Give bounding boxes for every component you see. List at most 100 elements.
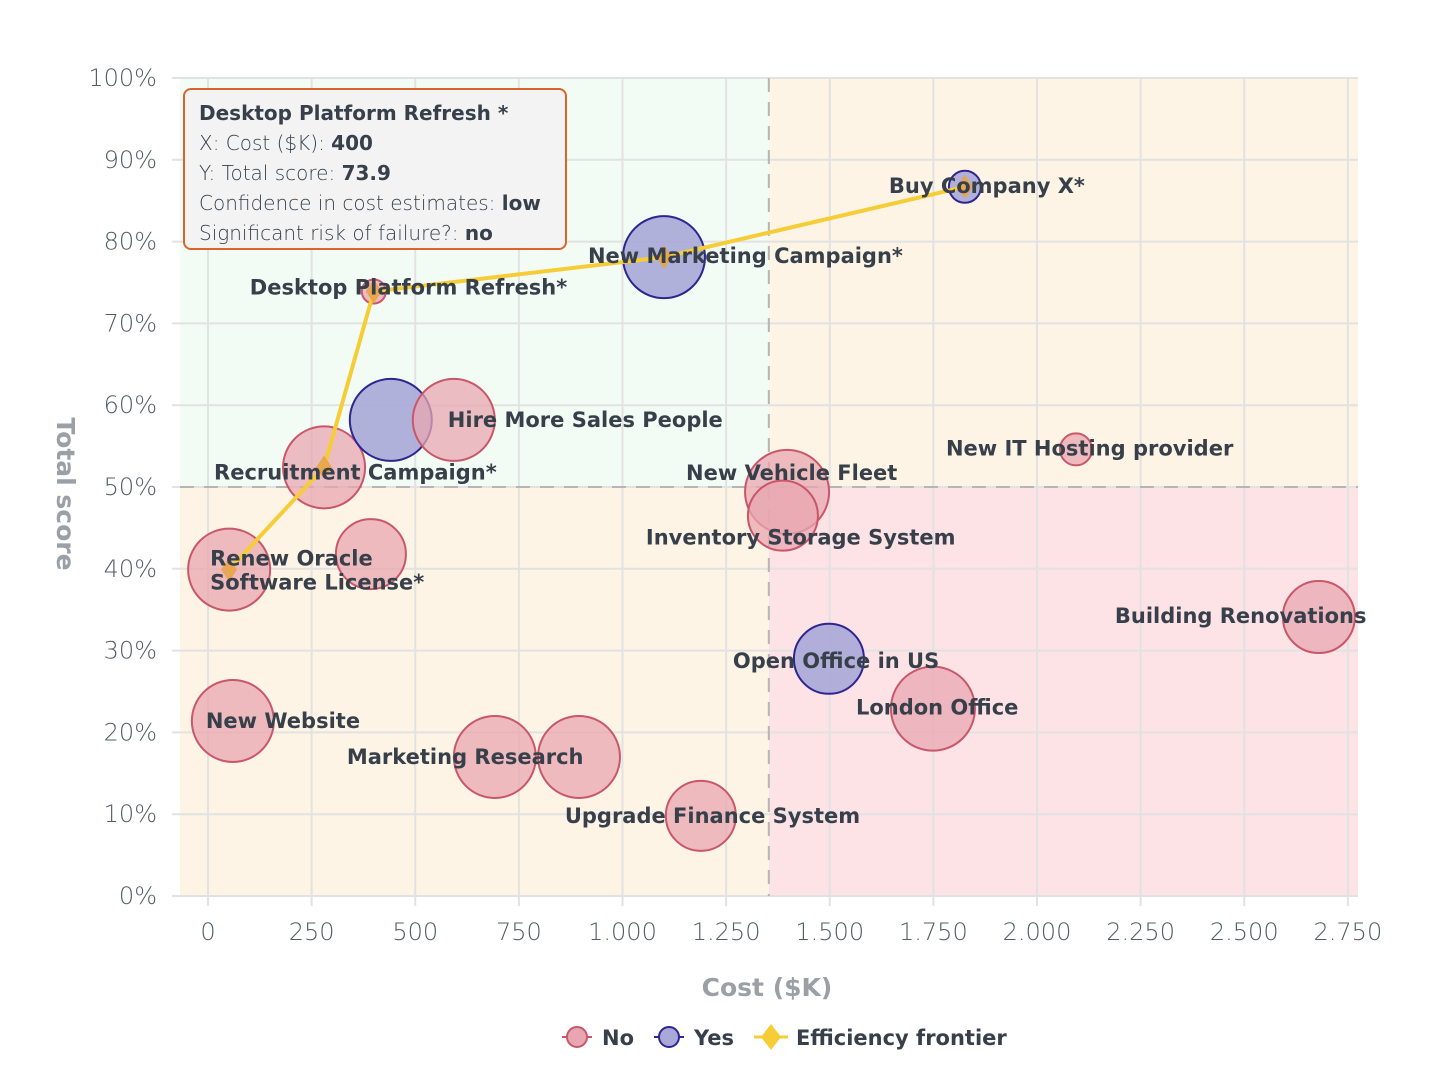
tooltip: Desktop Platform Refresh * X: Cost ($K):…: [183, 88, 567, 250]
point-label-line: Hire More Sales People: [448, 408, 723, 432]
x-tick-label: 2.000: [1003, 918, 1072, 946]
point-label: New Marketing Campaign*: [588, 244, 903, 268]
frontier-marker: [365, 279, 382, 304]
legend: No Yes Efficiency frontier: [562, 1024, 1007, 1050]
tooltip-title: Desktop Platform Refresh *: [199, 101, 509, 125]
bubble: [190, 678, 275, 763]
tooltip-risk-value: no: [464, 221, 493, 245]
tooltip-y-value: 73.9: [341, 161, 391, 185]
y-tick-label: 60%: [104, 391, 157, 419]
frontier-marker: [316, 455, 333, 480]
frontier-marker: [221, 557, 238, 582]
y-axis-title: Total score: [51, 417, 80, 570]
x-tick-label: 1.250: [692, 918, 761, 946]
point-label-line: Building Renovations: [1115, 604, 1367, 628]
x-tick-label: 2.250: [1106, 918, 1175, 946]
point-label: London Office: [856, 696, 1018, 720]
point-label-line: New Vehicle Fleet: [686, 461, 897, 485]
x-tick-label: 500: [392, 918, 438, 946]
point-label-line: Recruitment Campaign*: [214, 460, 497, 484]
tooltip-x: X: Cost ($K): 400: [199, 128, 551, 158]
x-tick-label: 250: [289, 918, 335, 946]
tooltip-confidence-value: low: [501, 191, 541, 215]
legend-frontier-marker: [761, 1024, 781, 1050]
point-label-line: Open Office in US: [733, 649, 939, 673]
point-label-line: New Marketing Campaign*: [588, 244, 903, 268]
point-label-line: Marketing Research: [347, 745, 584, 769]
x-tick-label: 0: [200, 918, 215, 946]
y-tick-label: 90%: [104, 146, 157, 174]
point-label: Desktop Platform Refresh*: [250, 275, 567, 299]
point-label-line: Renew Oracle: [210, 547, 373, 571]
tooltip-confidence-label: Confidence in cost estimates:: [199, 191, 502, 215]
x-axis-title: Cost ($K): [702, 973, 833, 1002]
frontier-marker: [956, 174, 973, 199]
y-tick-label: 40%: [104, 555, 157, 583]
x-tick-label: 1.000: [588, 918, 657, 946]
legend-no-marker: [566, 1026, 588, 1048]
y-tick-label: 0%: [119, 882, 157, 910]
point-label: Inventory Storage System: [646, 526, 956, 550]
tooltip-x-value: 400: [331, 131, 373, 155]
tooltip-y: Y: Total score: 73.9: [199, 158, 551, 188]
tooltip-y-label: Y: Total score:: [199, 161, 342, 185]
legend-no-label: No: [602, 1026, 634, 1050]
y-axis-ticks: 0% 10% 20% 30% 40% 50% 60% 70% 80% 90% 100%: [88, 64, 157, 910]
point-label-line: London Office: [856, 696, 1018, 720]
y-tick-label: 10%: [104, 800, 157, 828]
bubble: [452, 714, 537, 799]
x-tick-label: 2.750: [1314, 918, 1383, 946]
point-label: Renew Oracle Software License*: [210, 547, 424, 595]
y-tick-label: 20%: [104, 718, 157, 746]
point-label: Marketing Research: [347, 745, 584, 769]
bubble: [1281, 580, 1356, 655]
bubble: [334, 518, 407, 591]
point-label: Hire More Sales People: [448, 408, 723, 432]
efficiency-frontier: [221, 174, 973, 582]
bubble: [664, 779, 737, 852]
point-label: Upgrade Finance System: [565, 804, 860, 828]
bubble: [536, 714, 621, 799]
point-label-line: Desktop Platform Refresh*: [250, 275, 567, 299]
point-label-line: Inventory Storage System: [646, 526, 956, 550]
point-label: New Website: [206, 709, 360, 733]
bubble: [1058, 432, 1093, 467]
point-label: Building Renovations: [1115, 604, 1367, 628]
bubble: [792, 622, 865, 695]
point-label-line: New Website: [206, 709, 360, 733]
frontier-marker: [655, 245, 672, 270]
y-tick-label: 70%: [104, 309, 157, 337]
point-label-line: New IT Hosting provider: [946, 436, 1234, 460]
point-label: New Vehicle Fleet: [686, 461, 897, 485]
point-label-line: Buy Company X*: [889, 174, 1085, 198]
quadrant-top-right: [768, 78, 1358, 487]
bubble: [746, 479, 819, 552]
tooltip-risk-label: Significant risk of failure?:: [199, 221, 465, 245]
quadrant-bottom-right: [768, 487, 1358, 896]
bubble: [411, 377, 496, 462]
point-label: Buy Company X*: [889, 174, 1085, 198]
tooltip-confidence: Confidence in cost estimates: low: [199, 188, 551, 218]
x-tick-label: 1.750: [899, 918, 968, 946]
x-tick-label: 2.500: [1210, 918, 1279, 946]
legend-frontier-label: Efficiency frontier: [796, 1026, 1007, 1050]
point-label: Open Office in US: [733, 649, 939, 673]
point-label-line: Upgrade Finance System: [565, 804, 860, 828]
legend-yes-marker: [658, 1026, 680, 1048]
x-tick-label: 1.500: [795, 918, 864, 946]
y-tick-label: 100%: [88, 64, 157, 92]
legend-yes-label: Yes: [693, 1026, 734, 1050]
x-axis-ticks: 0 250 500 750 1.000 1.250 1.500 1.750 2.000 2.250…: [200, 918, 1382, 946]
y-tick-label: 80%: [104, 228, 157, 256]
point-label: Recruitment Campaign*: [214, 460, 497, 484]
point-label: New IT Hosting provider: [946, 436, 1234, 460]
bubble: [889, 665, 976, 752]
tooltip-x-label: X: Cost ($K):: [199, 131, 332, 155]
x-tick-label: 750: [496, 918, 542, 946]
tooltip-risk: Significant risk of failure?: no: [199, 218, 551, 248]
point-labels: Desktop Platform Refresh* New Marketing C…: [206, 174, 1367, 828]
point-label-line: Software License*: [210, 571, 424, 595]
y-tick-label: 50%: [104, 473, 157, 501]
y-tick-label: 30%: [104, 637, 157, 665]
